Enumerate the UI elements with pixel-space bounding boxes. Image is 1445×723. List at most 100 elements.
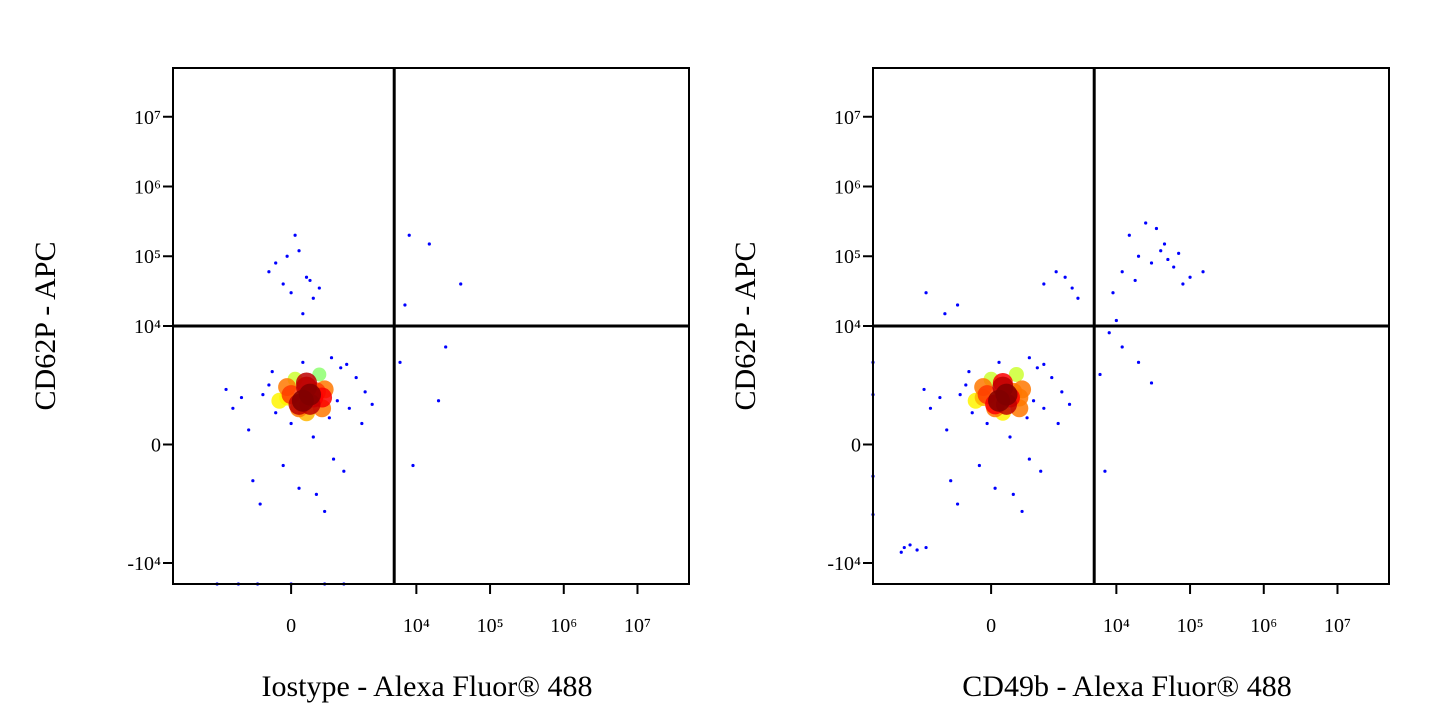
event-dot xyxy=(1144,221,1148,225)
event-dot xyxy=(1111,291,1115,295)
event-dot xyxy=(1149,261,1154,265)
event-dot xyxy=(436,399,441,403)
event-dot xyxy=(1008,435,1012,439)
event-dot xyxy=(977,463,981,468)
y-axis-title: CD62P - APC xyxy=(729,242,762,411)
event-dot xyxy=(899,550,903,554)
event-dot xyxy=(403,303,407,307)
event-dot xyxy=(274,411,278,415)
y-tick-label: 10⁴ xyxy=(834,316,861,338)
event-dot xyxy=(258,502,262,506)
event-dot xyxy=(301,312,305,316)
event-dot xyxy=(1035,366,1039,370)
event-dot xyxy=(1120,345,1124,349)
event-dot xyxy=(1172,265,1176,269)
event-dot xyxy=(1054,270,1058,274)
event-dot xyxy=(1136,360,1141,364)
event-dot xyxy=(1120,270,1124,274)
event-dot xyxy=(1070,286,1074,290)
event-dot xyxy=(1159,249,1163,253)
event-dot xyxy=(1042,362,1046,367)
event-dot xyxy=(331,457,336,461)
event-dot xyxy=(1011,492,1015,496)
event-dot xyxy=(1177,251,1181,255)
event-dot xyxy=(1136,254,1141,258)
event-dot xyxy=(1162,242,1167,246)
event-dot xyxy=(407,233,411,237)
event-dot xyxy=(251,479,255,483)
event-dot xyxy=(1027,457,1031,461)
event-dot xyxy=(281,282,285,286)
event-dot xyxy=(274,261,278,265)
event-dot xyxy=(327,416,331,420)
event-dot xyxy=(339,366,343,370)
event-dot xyxy=(908,543,912,547)
event-dot xyxy=(1201,270,1205,274)
event-dot xyxy=(1039,469,1043,473)
event-dot xyxy=(1098,372,1102,377)
event-dot xyxy=(270,370,274,374)
x-tick-label: 0 xyxy=(286,615,296,637)
y-tick-label: 10⁵ xyxy=(834,246,861,268)
x-tick-label: 10⁷ xyxy=(624,615,651,637)
event-dot xyxy=(1114,318,1118,323)
event-dot xyxy=(311,435,315,439)
event-dot xyxy=(1063,275,1067,279)
event-dot xyxy=(291,389,314,412)
event-dot xyxy=(924,291,928,295)
event-dot xyxy=(354,375,358,380)
y-tick-label: 10⁷ xyxy=(134,107,161,129)
event-dot xyxy=(1050,375,1054,380)
event-dot xyxy=(1133,278,1137,283)
event-dot xyxy=(301,360,305,364)
event-dot xyxy=(363,390,367,394)
event-dot xyxy=(964,383,968,387)
y-tick-label: 10⁶ xyxy=(834,177,861,199)
x-axis-title: CD49b - Alexa Fluor® 488 xyxy=(962,670,1291,703)
x-axis-title: Iostype - Alexa Fluor® 488 xyxy=(261,670,592,703)
event-dot xyxy=(1154,226,1159,231)
x-tick-label: 10⁶ xyxy=(550,615,577,637)
event-dot xyxy=(967,370,971,374)
event-dot xyxy=(444,345,448,349)
event-dot xyxy=(342,469,346,473)
event-dot xyxy=(285,254,289,258)
x-tick-label: 10⁷ xyxy=(1324,615,1351,637)
event-dot xyxy=(1042,282,1046,286)
event-dot xyxy=(323,509,327,514)
event-dot xyxy=(915,548,919,552)
y-tick-label: 0 xyxy=(851,434,861,456)
y-axis-title: CD62P - APC xyxy=(29,242,62,411)
x-tick-label: 10⁶ xyxy=(1250,615,1277,637)
event-dot xyxy=(459,282,463,286)
event-dot xyxy=(360,421,364,426)
y-tick-label: 10⁵ xyxy=(134,246,161,268)
x-tick-label: 10⁴ xyxy=(1103,615,1130,637)
x-tick-label: 10⁴ xyxy=(403,615,430,637)
event-dot xyxy=(1076,296,1080,300)
event-dot xyxy=(993,486,997,490)
event-dot xyxy=(312,367,327,382)
y-tick-label: 0 xyxy=(151,434,161,456)
event-dot xyxy=(347,406,351,410)
event-dot xyxy=(1060,390,1064,394)
event-dot xyxy=(997,360,1001,364)
event-dot xyxy=(427,242,431,246)
event-dot xyxy=(1166,257,1170,262)
event-dot xyxy=(1020,509,1024,514)
event-dot xyxy=(1107,331,1111,335)
event-dot xyxy=(970,411,974,415)
event-dot xyxy=(398,360,402,364)
y-tick-label: 10⁶ xyxy=(134,177,161,199)
event-dot xyxy=(289,291,293,295)
event-dot xyxy=(958,393,962,397)
event-dot xyxy=(1067,402,1072,406)
event-dot xyxy=(1056,421,1060,426)
event-dot xyxy=(1149,381,1154,385)
event-dot xyxy=(1025,416,1029,420)
event-dot xyxy=(955,502,960,506)
event-dot xyxy=(924,545,928,550)
x-tick-label: 10⁵ xyxy=(1177,615,1204,637)
event-dot xyxy=(928,406,933,410)
